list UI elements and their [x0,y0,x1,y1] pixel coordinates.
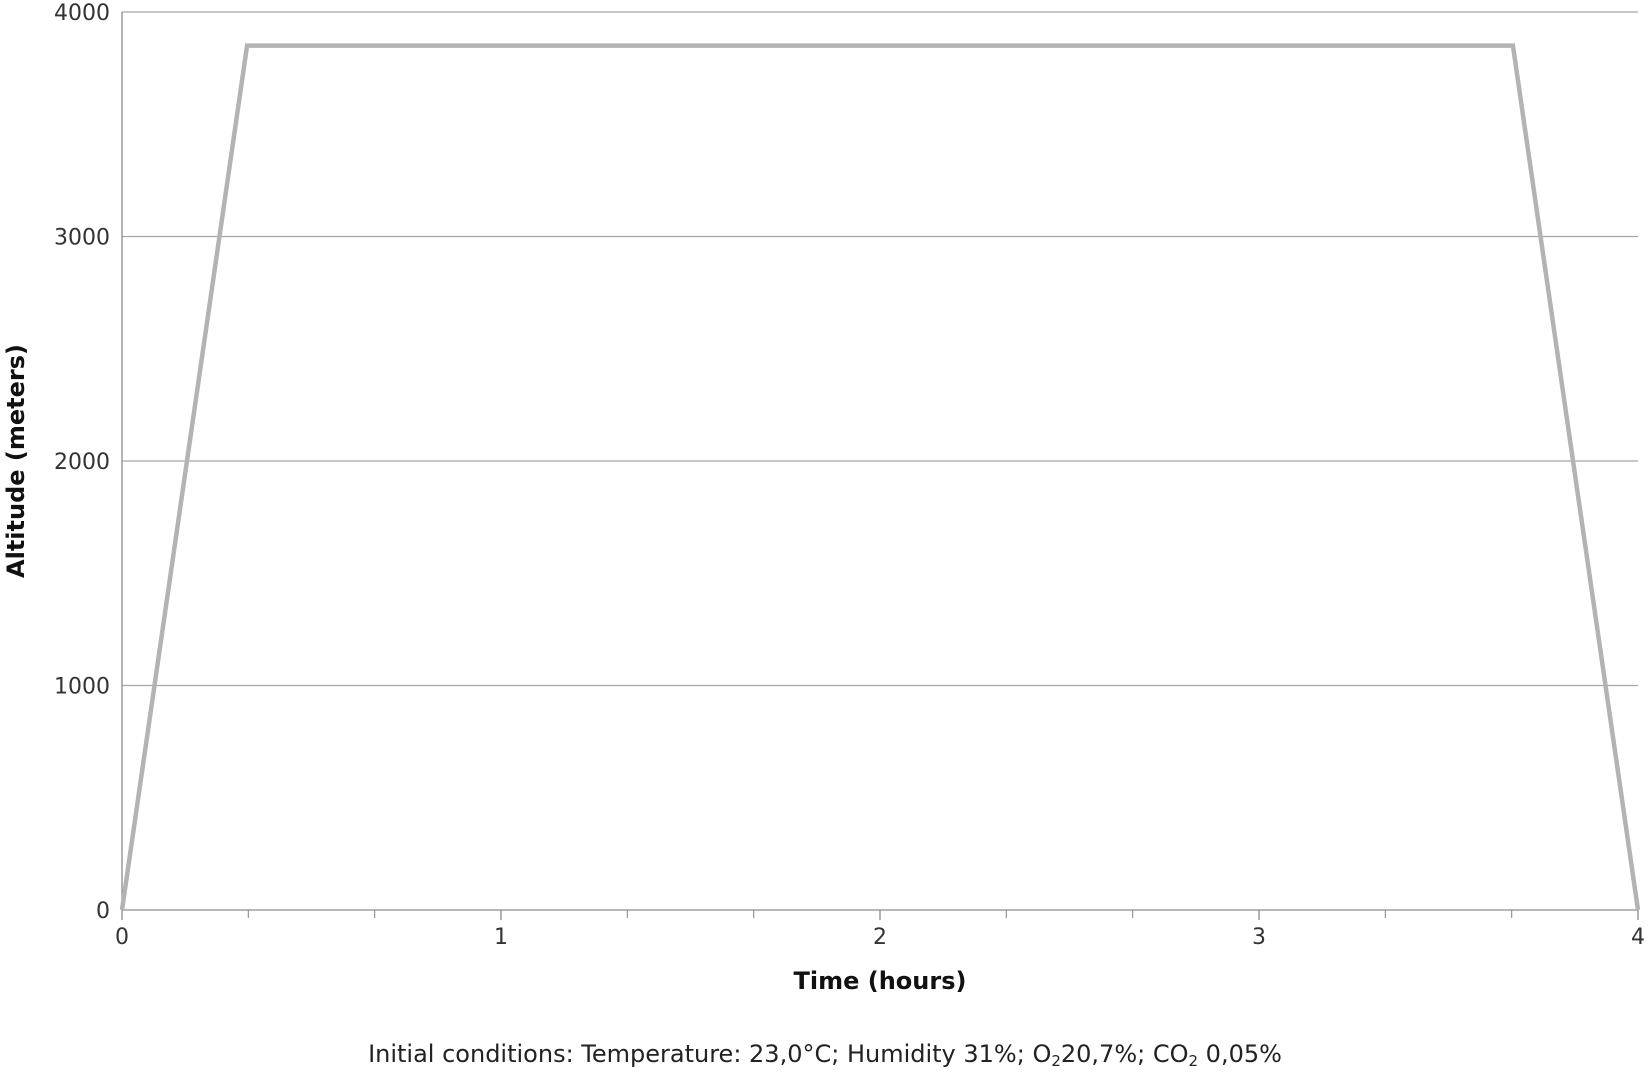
y-tick-label: 1000 [54,675,110,700]
caption-text-1: Initial conditions: Temperature: 23,0°C;… [368,1040,1052,1068]
caption: Initial conditions: Temperature: 23,0°C;… [0,1040,1650,1070]
caption-text-2: 20,7%; CO [1060,1040,1189,1068]
axes [121,12,1639,920]
y-tick-label: 2000 [54,450,110,475]
caption-sub-2: 2 [1188,1052,1199,1070]
caption-text-3: 0,05% [1198,1040,1282,1068]
tick-labels: 0 1000 2000 3000 4000 0 1 2 3 4 [54,1,1645,950]
y-axis-title: Altitude (meters) [2,344,30,578]
x-tick-label: 3 [1252,925,1266,950]
series-layer [119,43,1641,911]
y-tick-label: 3000 [54,226,110,251]
caption-sub-1: 2 [1051,1052,1061,1070]
x-tick-label: 1 [494,925,508,950]
x-tick-label: 0 [115,925,129,950]
x-tick-label: 4 [1631,925,1645,950]
x-tick-label: 2 [873,925,887,950]
y-tick-label: 0 [96,899,110,924]
y-tick-label: 4000 [54,1,110,26]
gridlines [122,11,1638,687]
series-line-0 [119,43,1641,911]
x-axis-title: Time (hours) [794,967,967,995]
